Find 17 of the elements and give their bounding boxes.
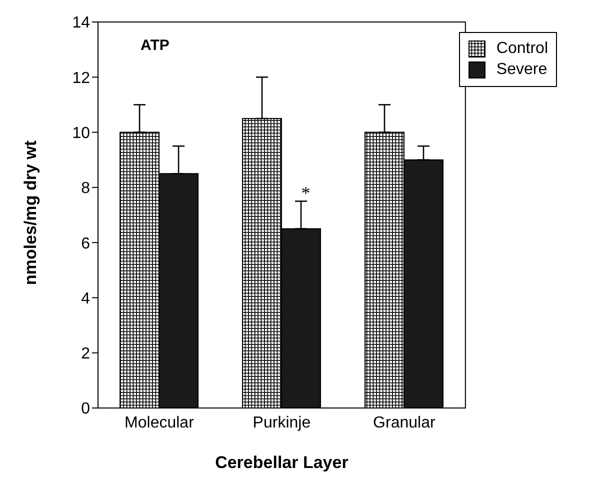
y-axis-title: nmoles/mg dry wt: [21, 140, 40, 285]
y-tick-label: 14: [72, 14, 90, 32]
annotation: *: [301, 183, 310, 204]
x-axis-title: Cerebellar Layer: [215, 453, 349, 472]
y-tick-label: 8: [81, 180, 90, 198]
legend-label: Control: [496, 40, 548, 58]
annotation: ATP: [140, 37, 170, 54]
legend-label: Severe: [496, 61, 548, 79]
y-tick-label: 6: [81, 235, 90, 252]
x-tick-label: Purkinje: [252, 414, 311, 432]
x-tick-label: Molecular: [124, 414, 195, 432]
y-tick-label: 10: [72, 124, 90, 142]
y-tick-label: 4: [81, 290, 90, 308]
y-tick-label: 0: [81, 400, 90, 418]
x-tick-label: Granular: [373, 414, 436, 432]
y-tick-label: 12: [72, 70, 90, 87]
y-tick-label: 2: [81, 346, 90, 363]
